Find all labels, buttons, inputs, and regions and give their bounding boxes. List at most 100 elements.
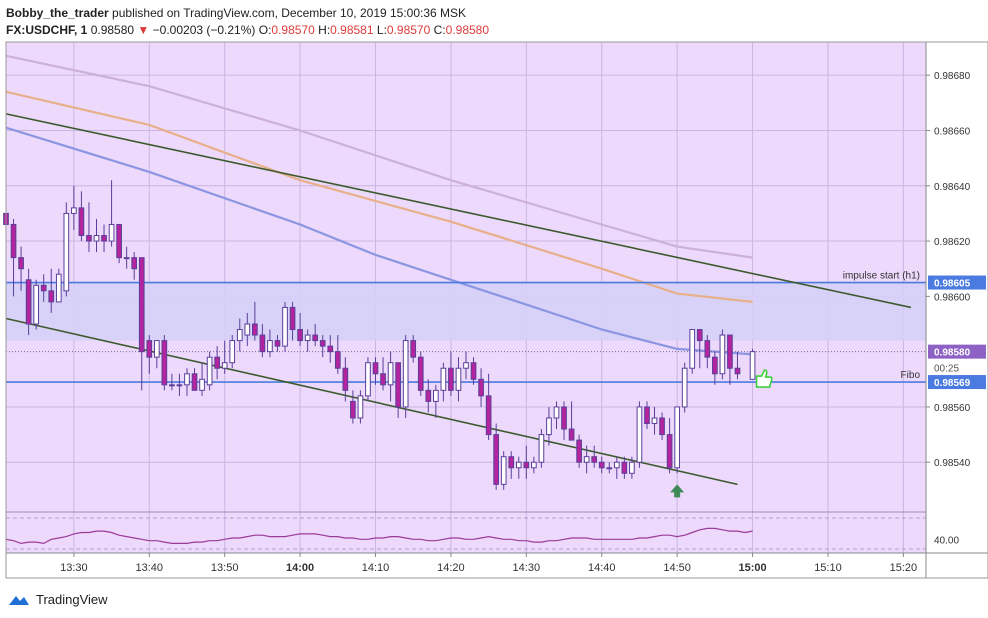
candle-body — [25, 279, 32, 325]
candle-body — [485, 395, 492, 436]
candle-body — [357, 395, 364, 419]
open-value: 0.98570 — [271, 23, 315, 37]
candle-body — [689, 329, 696, 369]
candle-body — [712, 356, 718, 375]
open-label: O: — [258, 23, 272, 37]
rsi-tick-label: 40.00 — [934, 535, 959, 546]
candle-body — [244, 323, 251, 336]
footer: TradingView — [8, 592, 108, 607]
candle-body — [561, 406, 567, 430]
candle-body — [131, 257, 138, 270]
up-arrow-icon — [670, 484, 685, 498]
candle-body — [696, 329, 703, 342]
candle-body — [138, 257, 145, 353]
candle-body — [78, 207, 85, 237]
candle-body — [191, 373, 198, 391]
candle-body — [629, 461, 635, 474]
published-text: published on TradingView.com, December 1… — [112, 6, 467, 20]
moving-average-mid — [5, 90, 753, 303]
publish-info: Bobby_the_trader published on TradingVie… — [6, 4, 466, 22]
candle-body — [206, 356, 213, 386]
candle-body — [236, 329, 243, 342]
trendline — [5, 317, 738, 486]
candle-body — [727, 334, 733, 369]
time-tick-label: 14:40 — [588, 562, 616, 574]
candle-body — [48, 290, 55, 303]
candle-body — [402, 340, 409, 408]
level-price-tag: 0.98569 — [934, 378, 971, 389]
candle-body — [334, 351, 341, 369]
candle-body — [719, 334, 726, 375]
rsi-background — [6, 512, 926, 553]
price-tick-label: 0.98560 — [934, 403, 971, 414]
candle-body — [372, 362, 379, 375]
candle-body — [289, 306, 296, 331]
candle-body — [681, 367, 688, 408]
chart-frame — [5, 41, 988, 579]
candle-body — [440, 367, 447, 391]
candle-body — [674, 406, 680, 469]
tradingview-logo-icon[interactable] — [8, 593, 30, 607]
candle-body — [538, 434, 545, 463]
candle-body — [146, 340, 153, 358]
candle-body — [470, 362, 477, 380]
candle-body — [523, 461, 530, 469]
down-arrow-icon: ▼ — [137, 23, 150, 37]
high-value: 0.98581 — [330, 23, 374, 37]
candle-body — [508, 456, 515, 469]
author-name[interactable]: Bobby_the_trader — [6, 6, 109, 20]
candle-body — [161, 340, 168, 386]
candle-body — [297, 329, 303, 342]
candle-body — [40, 284, 47, 292]
candle-body — [591, 456, 598, 463]
candle-body — [613, 461, 620, 469]
price-tick-label: 0.98640 — [934, 182, 971, 193]
candle-body — [252, 323, 258, 336]
candle-body — [199, 378, 205, 391]
candle-body — [86, 235, 92, 242]
candle-body — [606, 467, 613, 470]
candle-body — [704, 340, 711, 358]
candle-body — [636, 406, 643, 463]
candle-body — [184, 373, 190, 386]
countdown-label: 00:25 — [934, 364, 959, 375]
candle-body — [380, 373, 386, 386]
candle-body — [176, 384, 183, 387]
candle-body — [659, 417, 665, 436]
candle-body — [123, 257, 130, 260]
candle-body — [342, 367, 349, 391]
candle-body — [515, 461, 522, 469]
candle-body — [583, 456, 590, 463]
current-price-tag-bg — [928, 344, 986, 359]
time-tick-label: 14:20 — [437, 562, 465, 574]
brand-name[interactable]: TradingView — [36, 592, 108, 607]
candle-body — [478, 378, 484, 397]
candle-body — [221, 362, 228, 369]
candle-body — [153, 340, 160, 358]
candle-body — [18, 257, 24, 270]
supply-zone — [6, 282, 926, 341]
time-tick-label: 14:30 — [513, 562, 541, 574]
candle-body — [365, 362, 371, 397]
candle-body — [33, 284, 40, 325]
candle-body — [259, 334, 266, 353]
candle-body — [417, 356, 424, 391]
price-tick-label: 0.98620 — [934, 237, 971, 248]
candle-body — [666, 434, 673, 469]
candle-body — [531, 461, 537, 469]
level-label: impulse start (h1) — [843, 271, 920, 282]
candle-body — [319, 340, 326, 347]
candle-body — [749, 351, 756, 380]
price-tick-label: 0.98600 — [934, 292, 971, 303]
candle-body — [274, 340, 281, 347]
candle-body — [304, 334, 311, 342]
candle-body — [651, 417, 658, 425]
candle-body — [282, 306, 288, 347]
candle-body — [312, 334, 319, 342]
candle-body — [214, 356, 220, 369]
time-tick-label: 15:00 — [738, 562, 766, 574]
rsi-line — [5, 527, 753, 545]
time-tick-label: 14:10 — [362, 562, 390, 574]
candle-body — [93, 235, 100, 242]
